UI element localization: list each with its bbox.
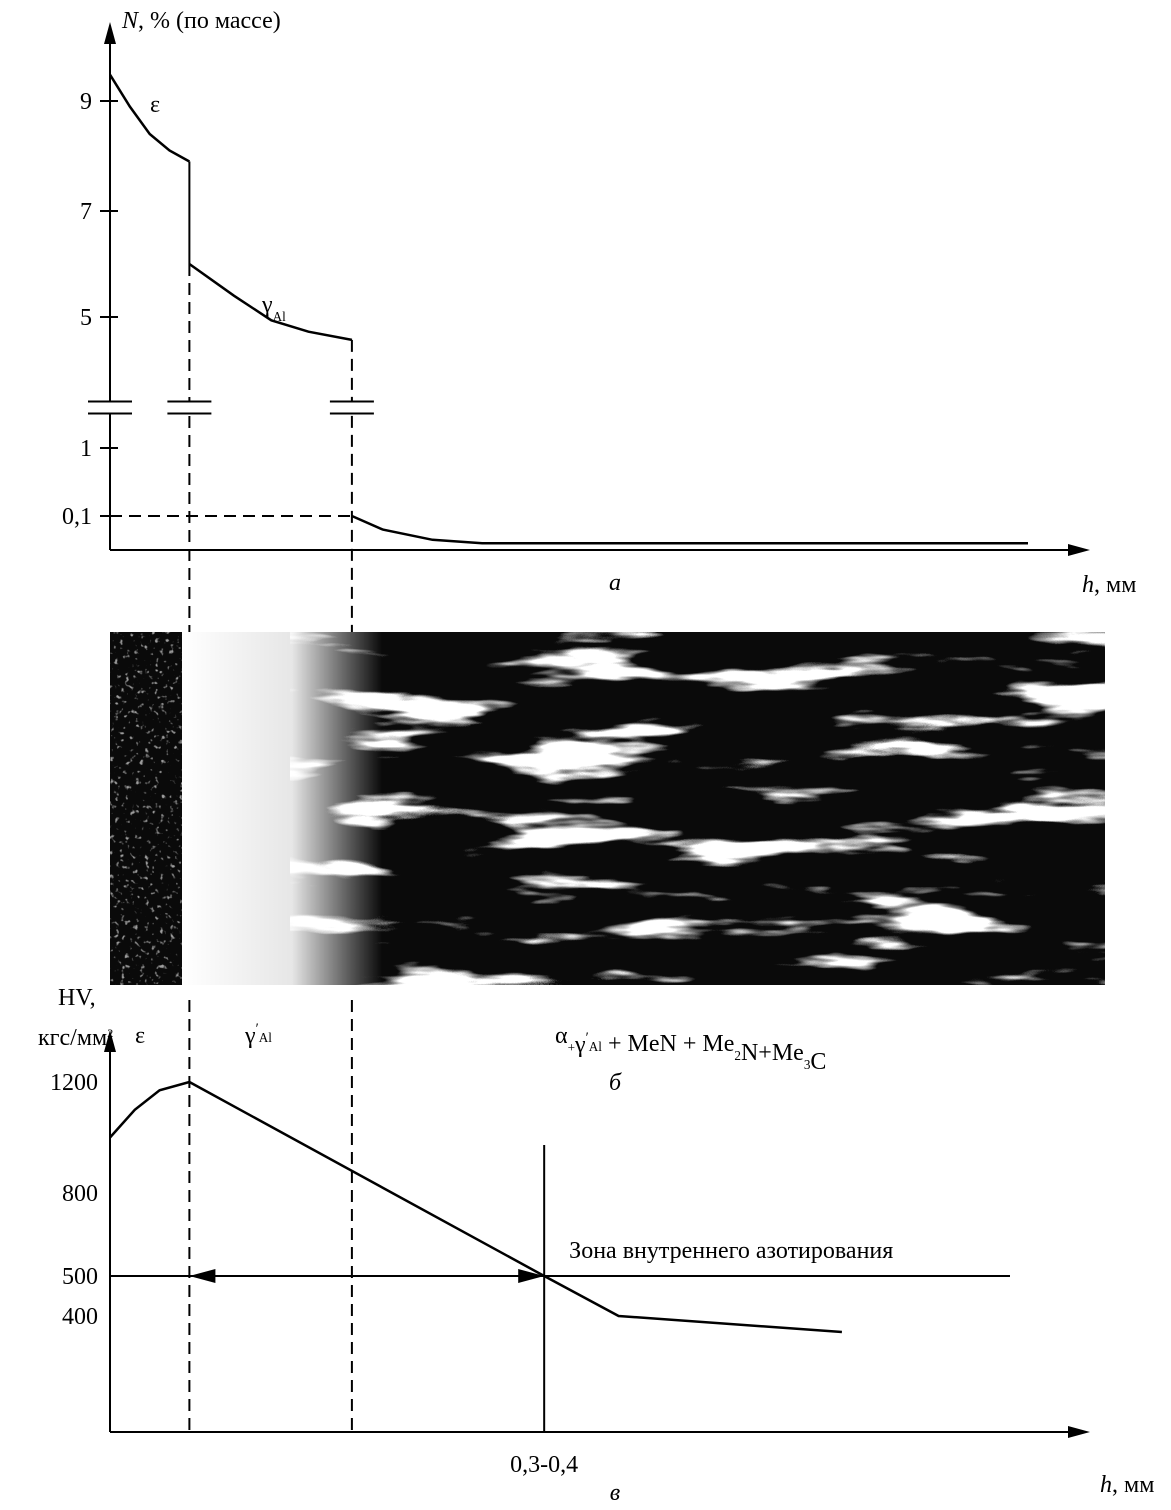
micrograph-streaks	[290, 632, 1105, 985]
zone-arrow-right	[518, 1269, 545, 1283]
micrograph	[110, 632, 1105, 985]
phase-label: α+γ′Al + MeN + Me2N+Me3C	[555, 1023, 826, 1075]
text-part-text: γ	[574, 1032, 586, 1058]
y-tick-label: 0,1	[62, 504, 92, 530]
phase-annotation: ε	[150, 92, 160, 118]
text-part-text: γ	[261, 292, 273, 318]
phase-label: γ′Al	[244, 1021, 272, 1049]
text-part-text: HV,	[58, 985, 96, 1011]
text-part-var: h	[1100, 1472, 1112, 1498]
axis-break-gap	[185, 401, 194, 414]
y-tick-label: 7	[80, 199, 92, 225]
text-part-text: α	[555, 1023, 568, 1049]
text-part-sub: Al	[259, 1030, 273, 1045]
phase-annotation: γAl	[261, 292, 286, 324]
text-part-var: N	[121, 8, 140, 34]
caption: а	[609, 570, 621, 596]
data-line	[351, 514, 1028, 545]
y-tick-label: 800	[62, 1181, 98, 1207]
text-part-sup: ′	[256, 1021, 259, 1037]
text-part-sub: Al	[273, 309, 287, 324]
axis-arrow	[104, 1030, 116, 1052]
text-part-text: ε	[150, 92, 160, 118]
data-line	[108, 74, 191, 163]
axis-arrow	[104, 22, 116, 44]
data-line	[188, 262, 353, 342]
text-part-unit: кгс/мм	[38, 1025, 107, 1051]
text-part-sub: +	[568, 1040, 575, 1055]
axis-arrow	[1068, 544, 1090, 556]
x-axis-label: h, мм	[1082, 572, 1136, 598]
micrograph-light-zone	[182, 632, 382, 985]
text-part-text: C	[810, 1049, 826, 1075]
y-tick-label: 9	[80, 89, 92, 115]
text-part-var: h	[1082, 572, 1094, 598]
text-part-text: N+Me	[741, 1040, 804, 1066]
axis-break-gap	[347, 401, 356, 414]
caption: в	[610, 1480, 620, 1506]
text-part-sub: 3	[804, 1057, 811, 1072]
text-part-text: , мм	[1112, 1472, 1154, 1498]
text-part-sup: 2	[107, 1026, 113, 1040]
y-tick-label: 1200	[50, 1070, 98, 1096]
text-part-text: + MeN + Me	[602, 1031, 734, 1057]
caption: б	[609, 1070, 622, 1096]
text-part-text: ε	[135, 1023, 145, 1049]
text-part-sup: ′	[586, 1030, 589, 1046]
text-part-text: γ	[244, 1023, 256, 1049]
y-tick-label: 1	[80, 436, 92, 462]
data-line	[109, 1080, 842, 1334]
y-tick-label: 500	[62, 1264, 98, 1290]
text-part-text: , % (по массе)	[138, 8, 281, 34]
micrograph-speckle	[110, 632, 185, 985]
phase-label: ε	[135, 1023, 145, 1049]
y-axis-label: HV,	[58, 985, 96, 1011]
axis-arrow	[1068, 1426, 1090, 1438]
text-part-sub: 2	[734, 1048, 741, 1063]
axis-break-gap	[106, 401, 114, 414]
y-axis-unit: кгс/мм2	[38, 1025, 113, 1051]
text-part-sub: Al	[589, 1039, 603, 1054]
zone-label: Зона внутреннего азотирования	[569, 1238, 893, 1264]
y-tick-label: 5	[80, 305, 92, 331]
y-axis-label: N, % (по массе)	[121, 8, 281, 34]
x-axis-label: h, мм	[1100, 1472, 1154, 1498]
x-tick-label: 0,3-0,4	[510, 1452, 578, 1478]
text-part-text: , мм	[1094, 572, 1136, 598]
zone-arrow-left	[189, 1269, 216, 1283]
y-tick-label: 400	[62, 1304, 98, 1330]
